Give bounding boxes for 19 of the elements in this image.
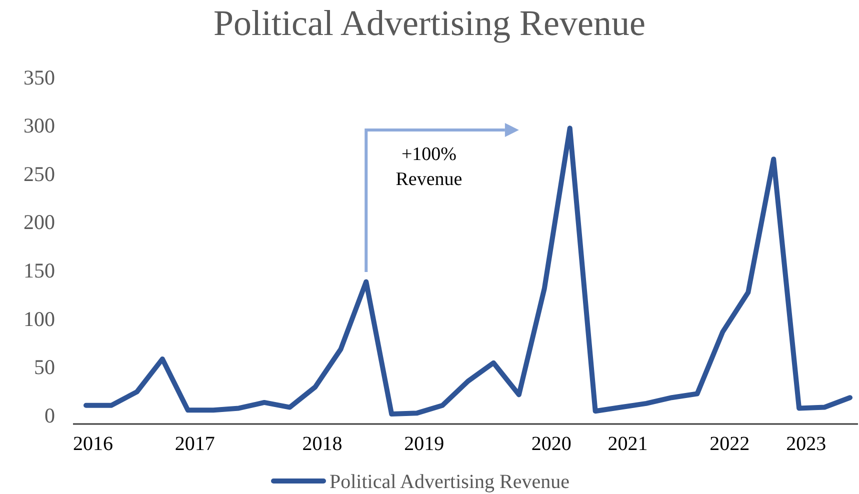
x-tick-label: 2022 — [710, 433, 750, 455]
y-tick-label: 0 — [44, 403, 55, 428]
legend-label: Political Advertising Revenue — [330, 471, 570, 493]
annotation: +100% Revenue — [396, 144, 462, 190]
y-tick-label: 50 — [34, 355, 55, 380]
y-tick-label: 350 — [24, 65, 55, 90]
y-tick-label: 200 — [24, 210, 55, 234]
y-tick-label: 300 — [24, 114, 55, 138]
x-tick-label: 2018 — [302, 433, 342, 455]
x-tick-label: 2017 — [174, 433, 215, 455]
x-tick-label: 2019 — [404, 433, 444, 455]
x-tick-label: 2016 — [73, 433, 113, 455]
chart-title: Political Advertising Revenue — [214, 3, 646, 43]
y-tick-label: 150 — [24, 258, 55, 282]
x-tick-label: 2023 — [786, 433, 826, 455]
x-tick-label: 2020 — [531, 433, 572, 455]
y-tick-label: 250 — [24, 162, 55, 186]
x-tick-label: 2021 — [608, 433, 648, 455]
y-tick-label: 100 — [24, 306, 55, 331]
